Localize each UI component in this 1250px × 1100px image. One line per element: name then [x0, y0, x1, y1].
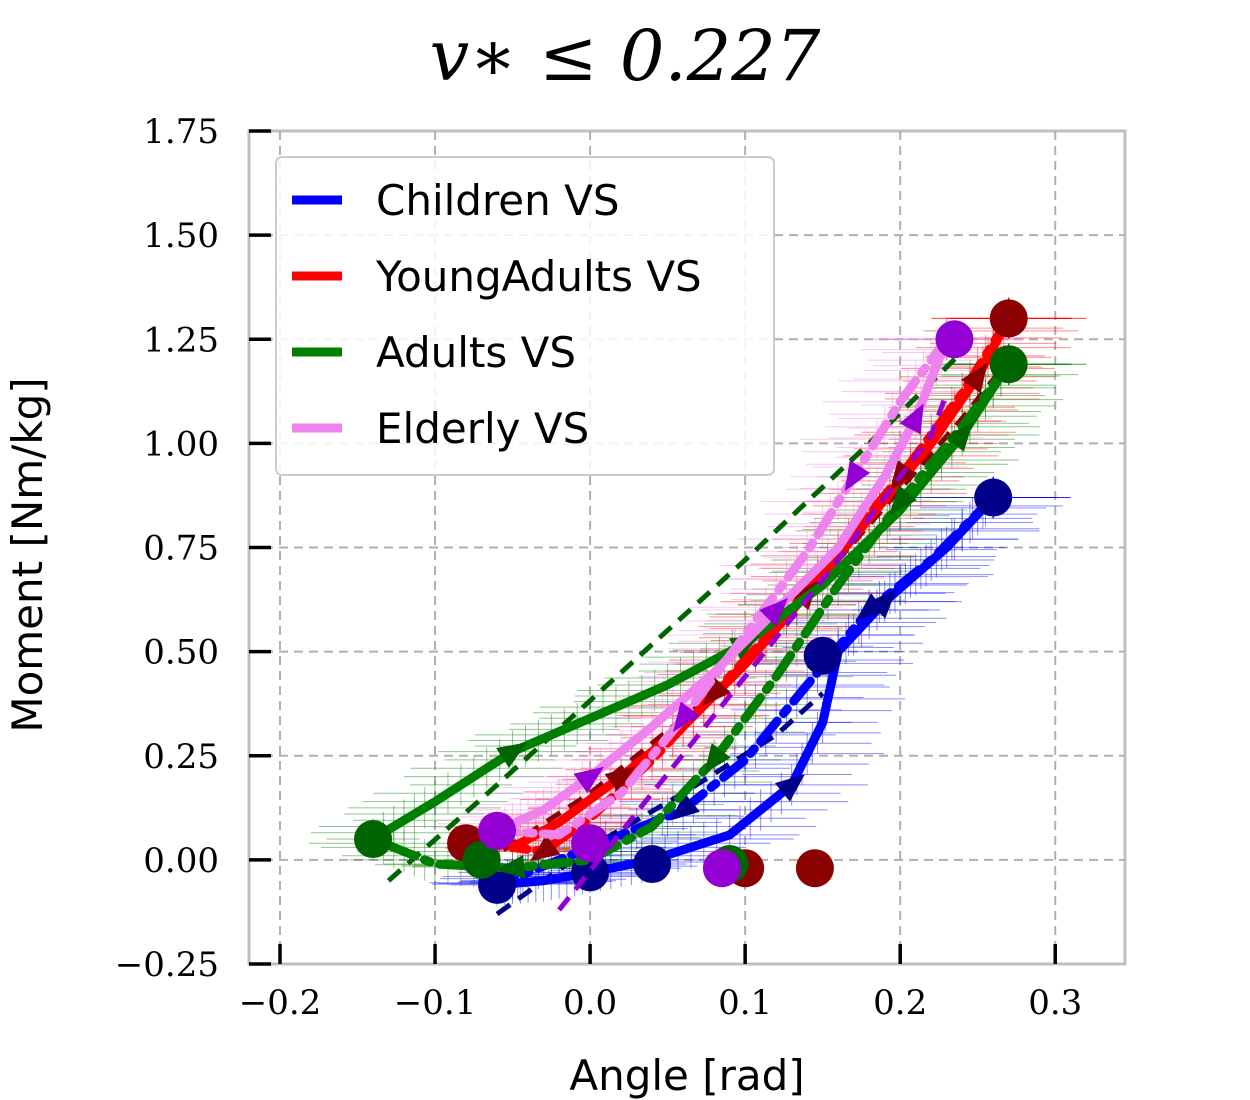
x-tick-label: 0.2 [873, 983, 927, 1023]
direction-marker [669, 793, 700, 821]
direction-marker [961, 362, 988, 394]
y-tick-label: 0.25 [143, 737, 219, 777]
x-axis-label: Angle [rad] [569, 1051, 804, 1100]
direction-marker [604, 766, 635, 794]
y-axis-label: Moment [Nm/kg] [3, 377, 52, 732]
x-tick-label: 0.0 [563, 983, 617, 1023]
direction-marker [844, 460, 871, 492]
fit-line [386, 349, 964, 883]
endpoint-marker [462, 840, 501, 879]
legend-label: Children VS [376, 176, 620, 225]
x-tick-label: 0.1 [718, 983, 772, 1023]
direction-marker [573, 766, 604, 794]
endpoint-marker [974, 478, 1013, 517]
loading-line [368, 359, 1014, 844]
fit-line [557, 392, 950, 912]
endpoint-marker [633, 845, 672, 884]
y-tick-label: 1.50 [143, 216, 219, 256]
legend-items: Children VS YoungAdults VS Adults VS Elderl… [292, 176, 702, 453]
endpoint-marker [478, 811, 517, 850]
legend: Children VS YoungAdults VS Adults VS Elderl… [275, 156, 775, 476]
direction-marker [529, 834, 561, 862]
y-tick-label: 0.75 [143, 529, 219, 569]
y-tick-label: 1.00 [143, 424, 219, 464]
endpoint-marker [989, 345, 1028, 384]
direction-marker [855, 593, 886, 621]
y-tick-label: 1.75 [143, 112, 219, 152]
unloading-line [492, 334, 952, 840]
legend-label: Adults VS [376, 328, 576, 377]
endpoint-marker [795, 849, 834, 888]
series-layer [354, 299, 1028, 917]
legend-box [275, 156, 775, 476]
endpoint-marker [803, 636, 842, 675]
endpoint-marker [354, 820, 393, 859]
y-tick-label: −0.25 [115, 945, 219, 985]
endpoint-marker [935, 320, 974, 359]
direction-marker [495, 855, 526, 879]
legend-label: YoungAdults VS [375, 252, 702, 301]
y-tick-label: 0.50 [143, 633, 219, 673]
direction-marker [889, 484, 917, 515]
endpoint-marker [571, 824, 610, 863]
y-tick-label: 0.00 [143, 841, 219, 881]
x-tick-label: −0.2 [239, 983, 322, 1023]
direction-marker [945, 421, 973, 452]
direction-marker [704, 743, 731, 774]
endpoint-marker [989, 299, 1028, 338]
direction-marker [867, 589, 897, 619]
x-tick-label: 0.3 [1028, 983, 1082, 1023]
direction-marker [702, 676, 731, 706]
chart-title: v∗ ≤ 0.227 [430, 15, 821, 97]
direction-marker [774, 774, 805, 802]
legend-label: Elderly VS [376, 404, 589, 453]
y-tick-label: 1.25 [143, 320, 219, 360]
direction-marker [496, 742, 527, 768]
direction-marker [673, 701, 700, 732]
direction-marker [899, 403, 924, 435]
direction-marker [759, 597, 789, 627]
endpoint-marker [702, 849, 741, 888]
axes: −0.2 −0.1 0.0 0.1 0.2 0.3 −0.25 0.00 0.25 0.50 0.7… [115, 112, 1082, 1023]
x-tick-label: −0.1 [394, 983, 477, 1023]
series-group [478, 320, 974, 912]
